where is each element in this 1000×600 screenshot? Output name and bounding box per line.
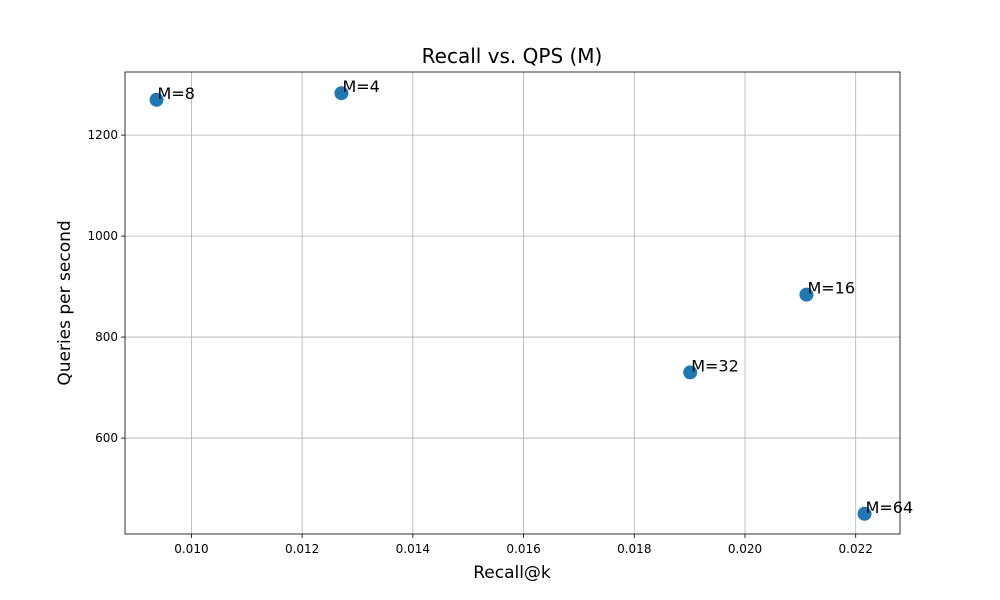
x-tick-label: 0.020 (728, 542, 762, 556)
data-point-label: M=16 (807, 279, 855, 298)
data-point (683, 365, 698, 380)
y-tick-label: 800 (95, 330, 118, 344)
x-tick-label: 0.014 (396, 542, 430, 556)
y-tick-label: 600 (95, 431, 118, 445)
x-axis-label: Recall@k (473, 563, 551, 583)
x-tick-label: 0.012 (285, 542, 319, 556)
y-axis-label: Queries per second (55, 220, 75, 385)
data-point-label: M=8 (158, 84, 195, 103)
data-points (149, 86, 872, 521)
point-labels: M=8 M=4 M=16 M=32 M=64 (158, 77, 914, 517)
data-point (334, 86, 349, 101)
axis-ticks: 0.010 0.012 0.014 0.016 0.018 0.020 0.022 600 80… (87, 128, 872, 556)
grid (125, 72, 900, 534)
x-tick-label: 0.010 (174, 542, 208, 556)
plot-frame (124, 71, 901, 535)
data-point-label: M=4 (342, 77, 379, 96)
data-point-label: M=32 (691, 356, 739, 375)
x-tick-label: 0.022 (839, 542, 873, 556)
chart-title: Recall vs. QPS (M) (422, 44, 603, 68)
data-point-label: M=64 (866, 498, 914, 517)
data-point (799, 287, 814, 302)
y-tick-label: 1000 (87, 229, 118, 243)
x-tick-label: 0.018 (617, 542, 651, 556)
data-point (149, 92, 164, 107)
data-point (857, 506, 872, 521)
y-tick-label: 1200 (87, 128, 118, 142)
x-tick-label: 0.016 (506, 542, 540, 556)
